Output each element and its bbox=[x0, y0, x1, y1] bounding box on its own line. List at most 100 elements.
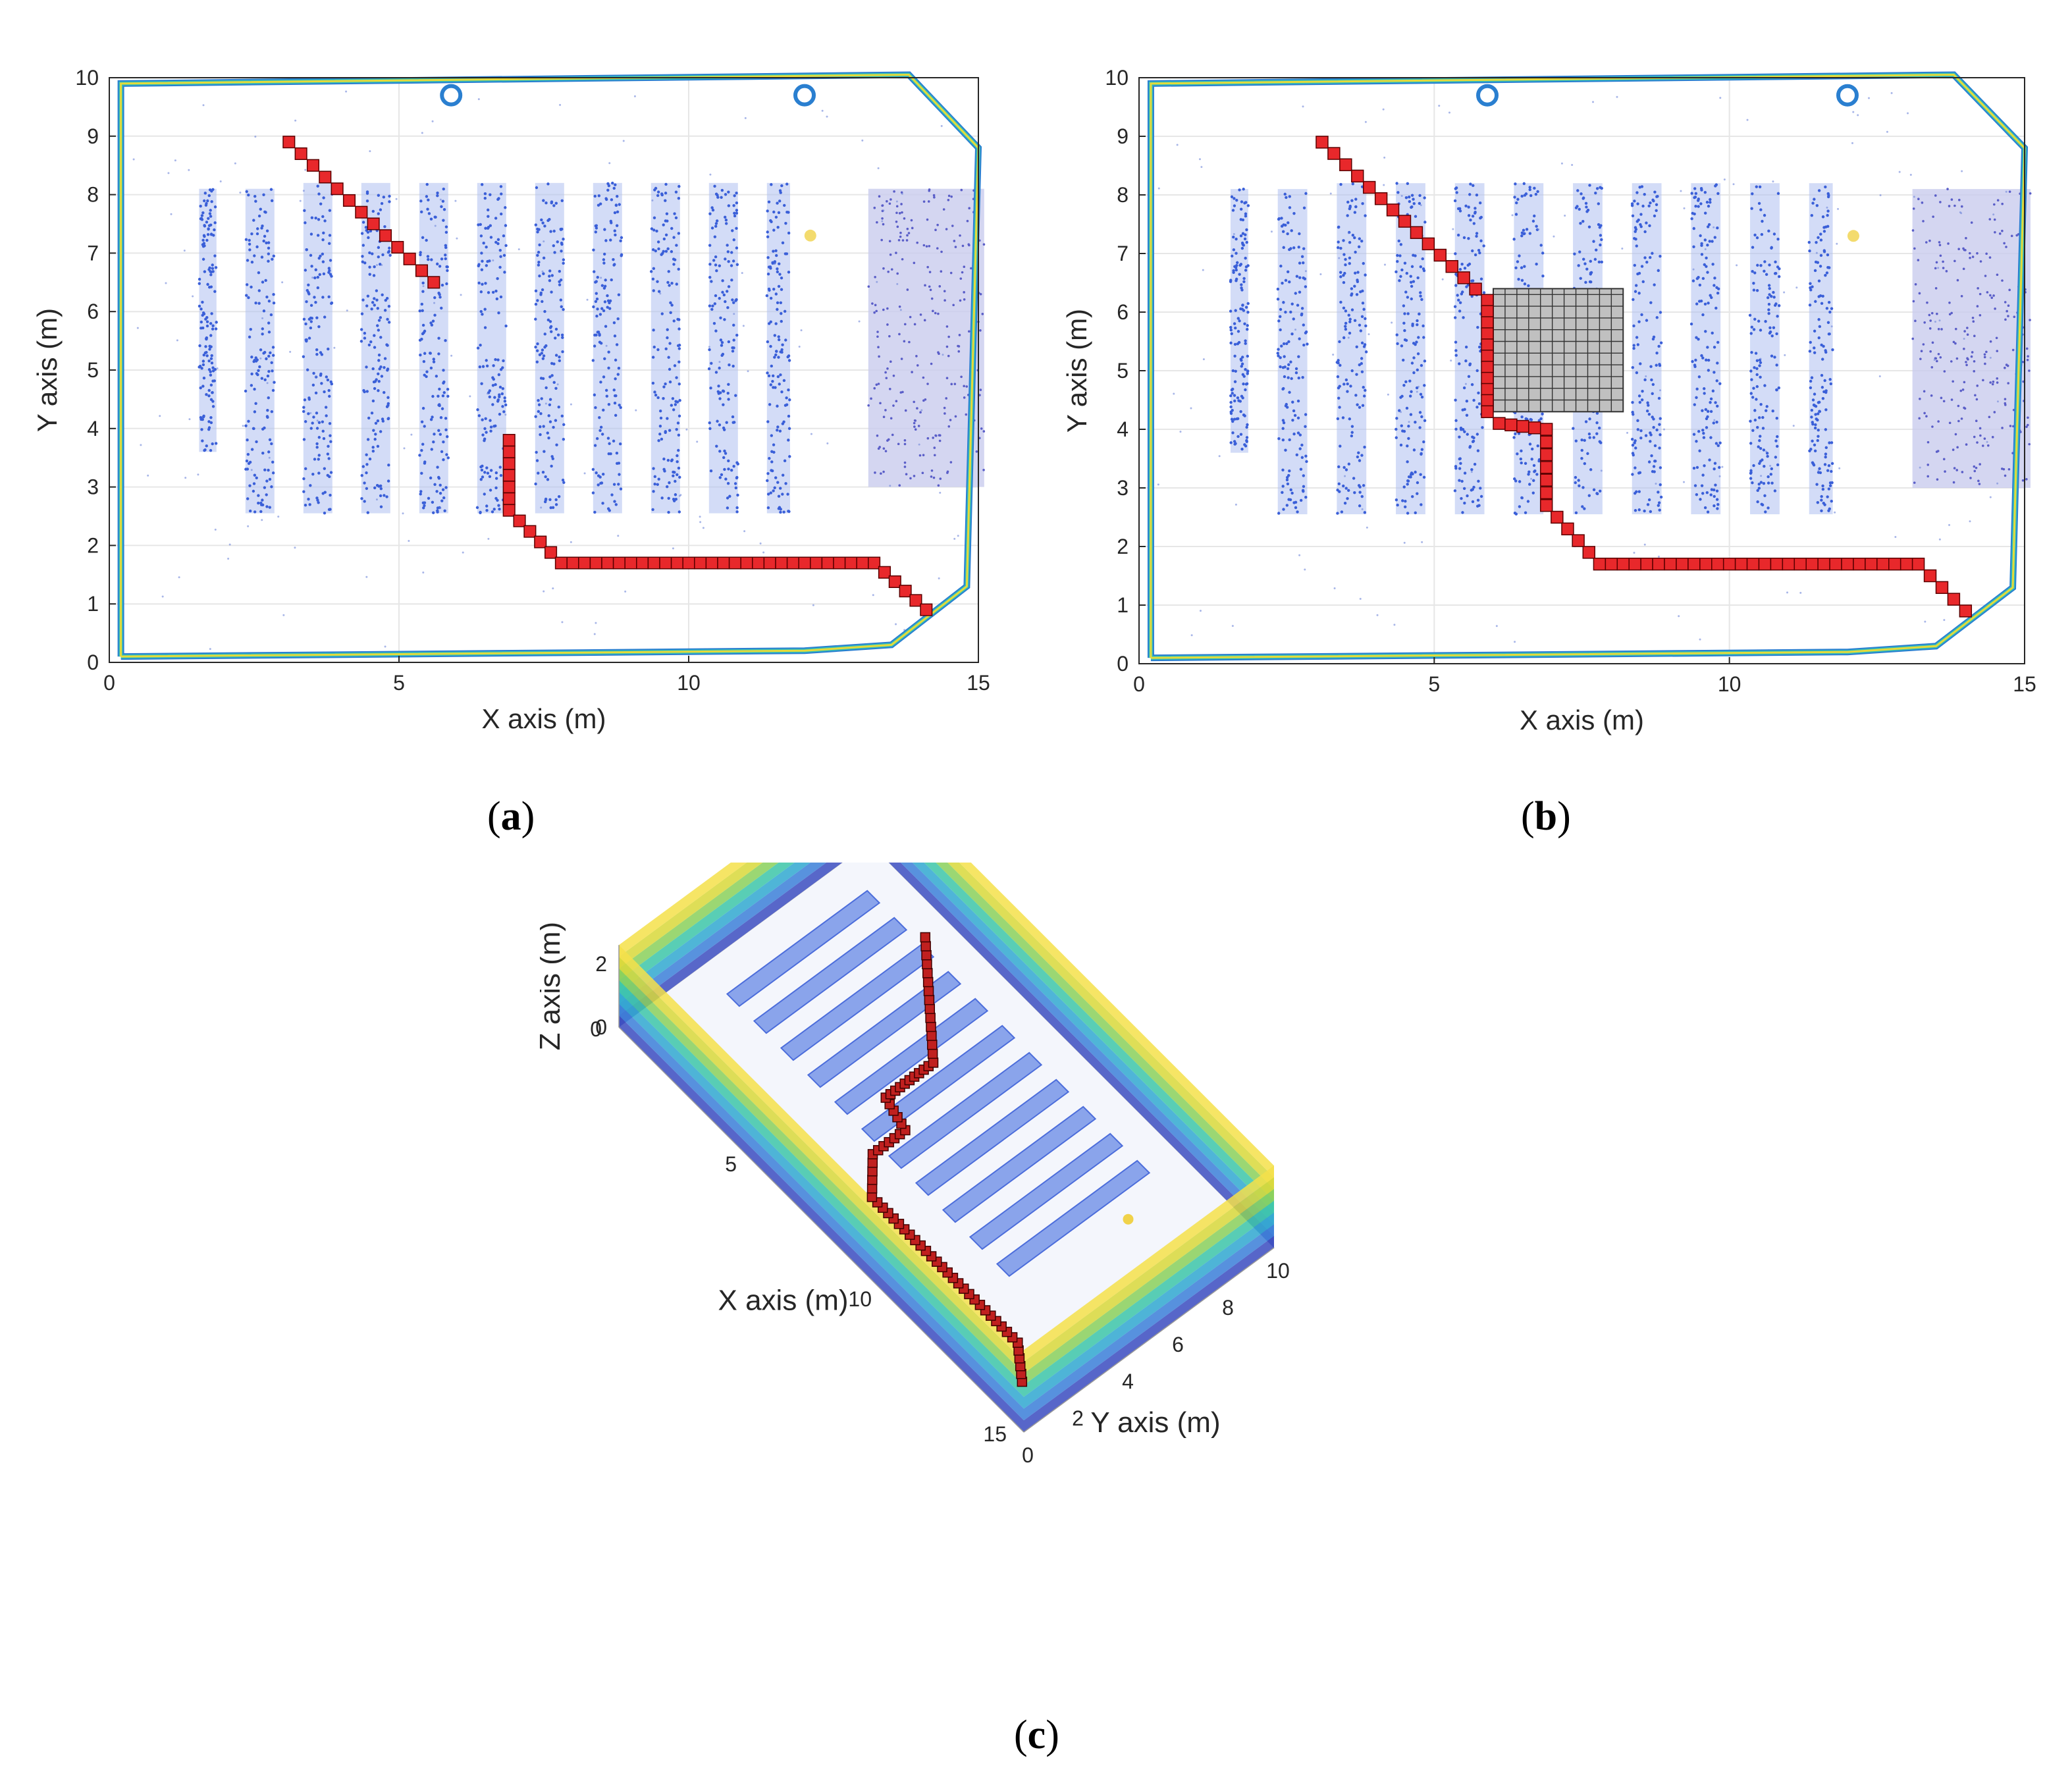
cloud-point bbox=[592, 491, 595, 494]
x-tick-label: 5 bbox=[393, 671, 405, 695]
cloud-point bbox=[1520, 266, 1523, 269]
cloud-point bbox=[445, 453, 448, 456]
cloud-point bbox=[444, 417, 447, 419]
cloud-point bbox=[542, 471, 545, 473]
cloud-point bbox=[311, 473, 314, 475]
cloud-point bbox=[1246, 324, 1248, 327]
cloud-point bbox=[440, 199, 442, 201]
cloud-point bbox=[439, 507, 441, 509]
cloud-point bbox=[1976, 398, 1979, 401]
cloud-point bbox=[716, 219, 718, 222]
path-cell bbox=[1583, 547, 1595, 558]
cloud-point bbox=[983, 243, 986, 246]
cloud-point bbox=[1587, 209, 1589, 211]
cloud-point bbox=[1939, 539, 1941, 541]
cloud-point bbox=[1709, 240, 1711, 242]
cloud-point bbox=[1932, 342, 1934, 344]
cloud-point bbox=[1319, 273, 1321, 275]
cloud-point bbox=[492, 425, 495, 427]
cloud-point bbox=[1242, 277, 1245, 280]
cloud-point bbox=[651, 200, 653, 201]
cloud-point bbox=[267, 375, 269, 377]
cloud-point bbox=[442, 458, 444, 461]
cloud-point bbox=[1482, 244, 1485, 247]
cloud-point bbox=[1774, 272, 1776, 275]
cloud-point bbox=[926, 219, 929, 221]
cloud-point bbox=[1518, 480, 1521, 483]
cloud-point bbox=[308, 336, 311, 339]
cloud-point bbox=[1229, 441, 1232, 444]
cloud-point bbox=[1695, 302, 1698, 305]
cloud-point bbox=[634, 95, 636, 97]
cloud-point bbox=[477, 282, 480, 284]
cloud-point bbox=[1414, 215, 1417, 217]
cloud-point bbox=[1996, 336, 1998, 339]
cloud-point bbox=[438, 265, 441, 267]
cloud-point bbox=[1241, 363, 1244, 365]
cloud-point bbox=[552, 204, 555, 207]
cloud-point bbox=[1361, 342, 1364, 344]
cloud-point bbox=[614, 359, 617, 361]
cloud-point bbox=[518, 248, 520, 250]
cloud-point bbox=[1601, 261, 1603, 263]
cloud-point bbox=[1289, 361, 1292, 363]
cloud-point bbox=[1811, 440, 1813, 442]
cloud-point bbox=[442, 219, 444, 222]
cloud-point bbox=[1296, 304, 1299, 306]
cloud-point bbox=[1759, 361, 1762, 364]
y-tick-label: 3 bbox=[1117, 476, 1129, 500]
cloud-point bbox=[1699, 284, 1701, 286]
cloud-point bbox=[1632, 298, 1634, 301]
cloud-point bbox=[1826, 253, 1829, 256]
cloud-point bbox=[1472, 500, 1474, 503]
cloud-point bbox=[1693, 187, 1696, 190]
cloud-point bbox=[1822, 488, 1824, 491]
cloud-point bbox=[1828, 311, 1831, 313]
cloud-point bbox=[379, 316, 382, 319]
cloud-point bbox=[1820, 498, 1822, 501]
cloud-point bbox=[593, 394, 596, 396]
cloud-point bbox=[1988, 218, 1991, 221]
cloud-point bbox=[257, 369, 259, 372]
cloud-point bbox=[598, 475, 601, 478]
cloud-point bbox=[211, 354, 213, 357]
cloud-point bbox=[924, 319, 926, 322]
cloud-point bbox=[440, 416, 442, 419]
cloud-point bbox=[443, 208, 446, 211]
cloud-point bbox=[1752, 387, 1755, 390]
x-axis-label: X axis (m) bbox=[718, 1285, 849, 1317]
cloud-point bbox=[201, 327, 204, 329]
cloud-point bbox=[1774, 456, 1777, 458]
cloud-point bbox=[1857, 114, 1859, 116]
cloud-point bbox=[1417, 336, 1420, 338]
cloud-point bbox=[213, 290, 216, 293]
cloud-point bbox=[1649, 301, 1652, 304]
cloud-point bbox=[429, 352, 431, 354]
cloud-point bbox=[383, 494, 385, 496]
cloud-point bbox=[1693, 433, 1695, 435]
cloud-point bbox=[624, 591, 626, 593]
cloud-point bbox=[1714, 307, 1717, 309]
cloud-point bbox=[1598, 427, 1601, 429]
cloud-point bbox=[1465, 285, 1468, 288]
cloud-point bbox=[1701, 492, 1704, 494]
cloud-point bbox=[1701, 473, 1704, 476]
y-tick-label: 6 bbox=[1117, 300, 1129, 324]
cloud-point bbox=[313, 458, 316, 460]
cloud-point bbox=[1752, 282, 1755, 284]
cloud-point bbox=[727, 383, 730, 386]
cloud-point bbox=[1350, 292, 1353, 295]
cloud-point bbox=[535, 303, 537, 306]
cloud-point bbox=[1597, 202, 1600, 205]
cloud-point bbox=[1229, 401, 1232, 404]
cloud-point bbox=[313, 277, 316, 279]
cloud-point bbox=[1241, 304, 1244, 306]
cloud-point bbox=[205, 204, 207, 207]
cloud-point bbox=[1346, 214, 1348, 217]
cloud-point bbox=[597, 483, 599, 486]
cloud-point bbox=[204, 192, 207, 194]
cloud-point bbox=[431, 395, 434, 398]
path-cell bbox=[1316, 136, 1328, 148]
x-axis-label: X axis (m) bbox=[1520, 705, 1644, 735]
cloud-point bbox=[915, 428, 917, 431]
